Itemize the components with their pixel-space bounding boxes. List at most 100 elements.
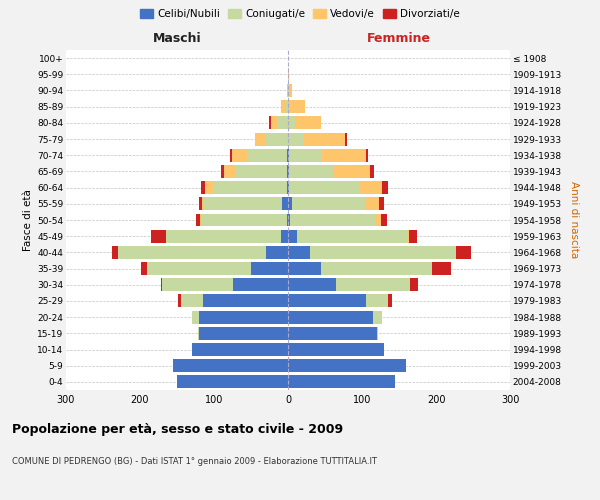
Bar xyxy=(297,230,408,242)
Bar xyxy=(198,327,199,340)
Bar xyxy=(295,116,322,130)
Bar xyxy=(224,165,235,178)
Bar xyxy=(173,359,288,372)
Bar xyxy=(366,294,388,308)
Bar xyxy=(409,230,417,242)
Y-axis label: Fasce di età: Fasce di età xyxy=(23,189,33,251)
Bar xyxy=(288,230,297,242)
Bar xyxy=(161,278,162,291)
Bar xyxy=(289,181,360,194)
Bar xyxy=(288,246,310,259)
Bar xyxy=(285,100,288,113)
Bar xyxy=(304,132,345,145)
Bar xyxy=(288,310,373,324)
Bar xyxy=(247,149,287,162)
Legend: Celibi/Nubili, Coniugati/e, Vedovi/e, Divorziati/e: Celibi/Nubili, Coniugati/e, Vedovi/e, Di… xyxy=(136,5,464,24)
Bar xyxy=(230,149,232,162)
Bar xyxy=(367,149,368,162)
Bar xyxy=(289,149,322,162)
Bar xyxy=(432,262,451,275)
Bar xyxy=(288,132,304,145)
Bar xyxy=(202,198,205,210)
Bar xyxy=(199,327,288,340)
Bar xyxy=(288,84,289,97)
Bar xyxy=(288,327,377,340)
Bar xyxy=(288,214,290,226)
Bar xyxy=(192,310,199,324)
Bar xyxy=(178,294,181,308)
Bar xyxy=(290,100,305,113)
Bar xyxy=(232,149,247,162)
Bar xyxy=(196,214,200,226)
Bar xyxy=(322,149,367,162)
Bar xyxy=(366,198,379,210)
Bar xyxy=(310,246,455,259)
Bar xyxy=(288,343,384,356)
Bar xyxy=(288,198,292,210)
Bar xyxy=(288,165,289,178)
Bar xyxy=(287,214,288,226)
Bar xyxy=(203,294,288,308)
Bar xyxy=(281,230,288,242)
Text: Femmine: Femmine xyxy=(367,32,431,45)
Bar xyxy=(202,181,205,194)
Bar xyxy=(408,230,409,242)
Bar xyxy=(199,198,202,210)
Bar xyxy=(271,116,277,130)
Bar xyxy=(287,149,288,162)
Bar xyxy=(235,165,287,178)
Bar xyxy=(288,278,336,291)
Bar xyxy=(455,246,456,259)
Y-axis label: Anni di nascita: Anni di nascita xyxy=(569,182,578,258)
Bar xyxy=(112,246,118,259)
Bar xyxy=(333,165,370,178)
Bar xyxy=(289,84,292,97)
Text: COMUNE DI PEDRENGO (BG) - Dati ISTAT 1° gennaio 2009 - Elaborazione TUTTITALIA.I: COMUNE DI PEDRENGO (BG) - Dati ISTAT 1° … xyxy=(12,458,377,466)
Bar xyxy=(288,359,406,372)
Bar xyxy=(233,278,288,291)
Bar xyxy=(377,327,378,340)
Bar xyxy=(322,262,432,275)
Bar xyxy=(360,181,382,194)
Bar xyxy=(381,214,387,226)
Bar xyxy=(287,165,288,178)
Bar xyxy=(456,246,471,259)
Bar xyxy=(221,165,224,178)
Bar xyxy=(162,278,233,291)
Bar xyxy=(118,246,266,259)
Bar xyxy=(388,294,392,308)
Bar xyxy=(288,100,290,113)
Bar xyxy=(205,181,212,194)
Text: Popolazione per età, sesso e stato civile - 2009: Popolazione per età, sesso e stato civil… xyxy=(12,422,343,436)
Bar xyxy=(288,181,289,194)
Bar xyxy=(277,116,288,130)
Bar xyxy=(205,198,282,210)
Bar xyxy=(288,116,295,130)
Bar xyxy=(382,181,388,194)
Bar xyxy=(288,376,395,388)
Bar xyxy=(376,214,381,226)
Bar xyxy=(290,214,376,226)
Bar xyxy=(289,165,333,178)
Bar xyxy=(373,310,382,324)
Bar xyxy=(266,246,288,259)
Bar xyxy=(142,262,148,275)
Bar xyxy=(288,262,322,275)
Bar xyxy=(269,116,271,130)
Bar xyxy=(181,294,203,308)
Bar xyxy=(288,149,289,162)
Bar xyxy=(410,278,418,291)
Bar xyxy=(148,262,251,275)
Bar xyxy=(287,181,288,194)
Bar xyxy=(151,230,166,242)
Bar xyxy=(288,68,289,81)
Bar xyxy=(266,132,288,145)
Bar xyxy=(255,132,266,145)
Bar xyxy=(166,230,281,242)
Bar xyxy=(336,278,410,291)
Bar xyxy=(345,132,347,145)
Bar xyxy=(212,181,287,194)
Bar xyxy=(287,84,288,97)
Bar xyxy=(379,198,384,210)
Bar xyxy=(282,198,288,210)
